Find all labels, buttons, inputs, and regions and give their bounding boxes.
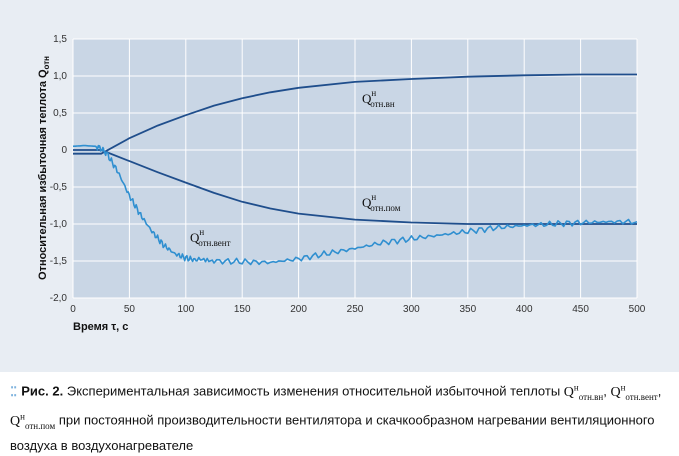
caption-sym-2: Qнотн.вент	[610, 382, 658, 402]
series-line-0	[73, 73, 637, 155]
y-axis-title-sub: отн	[42, 56, 51, 70]
label-q-otn-vn: Qн отн.вн	[362, 88, 395, 109]
series-line-2	[72, 144, 638, 266]
x-tick-label: 150	[234, 304, 251, 315]
figure-caption: ⁚⁚ Рис. 2. Экспериментальная зависимость …	[10, 382, 662, 453]
x-tick-label: 50	[124, 304, 136, 315]
caption-text-2: при постоянной производительности вентил…	[10, 413, 655, 453]
series-line-1	[73, 149, 637, 225]
x-tick-label: 450	[572, 304, 589, 315]
x-tick-label: 300	[403, 304, 420, 315]
y-axis-title-main: Относительная избыточная теплота Q	[37, 69, 49, 280]
caption-dots-icon: ⁚⁚	[10, 383, 17, 399]
y-tick-label: 1,0	[53, 71, 67, 82]
y-tick-label: 0	[61, 145, 67, 156]
y-tick-label: -2,0	[50, 293, 68, 304]
x-tick-label: 350	[459, 304, 476, 315]
y-tick-label: -1,5	[50, 256, 68, 267]
x-tick-label: 400	[516, 304, 533, 315]
chart-svg: 0 50 100 150 200 250 300 350 400 450 500 1,5 1,0 0,5 0…	[37, 34, 646, 333]
x-tick-label: 500	[629, 304, 646, 315]
y-axis-title: Относительная избыточная теплота Qотн	[37, 56, 51, 280]
series-lines	[72, 73, 638, 266]
chart-figure: 0 50 100 150 200 250 300 350 400 450 500 1,5 1,0 0,5 0…	[0, 0, 679, 372]
x-tick-label: 250	[347, 304, 364, 315]
grid	[72, 38, 638, 299]
label-q-otn-pom: Qн отн.пом	[362, 192, 401, 213]
caption-sym-1: Qнотн.вн	[563, 382, 604, 402]
label-q-otn-vent: Qн отн.вент	[190, 227, 231, 248]
y-tick-label: -1,0	[50, 219, 68, 230]
x-tick-label: 100	[177, 304, 194, 315]
caption-sym-3: Qнотн.пом	[10, 411, 56, 431]
ticks: 0 50 100 150 200 250 300 350 400 450 500 1,5 1,0 0,5 0…	[50, 34, 646, 315]
y-tick-label: -0,5	[50, 182, 68, 193]
y-axis-title-group: Относительная избыточная теплота Qотн	[37, 56, 51, 280]
caption-fig-label: Рис. 2.	[21, 383, 64, 399]
y-tick-label: 0,5	[53, 108, 67, 119]
x-axis-title: Время τ, с	[73, 321, 128, 333]
x-tick-label: 200	[290, 304, 307, 315]
y-tick-label: 1,5	[53, 34, 67, 45]
caption-text-1: Экспериментальная зависимость изменения …	[66, 383, 561, 399]
x-tick-label: 0	[70, 304, 76, 315]
